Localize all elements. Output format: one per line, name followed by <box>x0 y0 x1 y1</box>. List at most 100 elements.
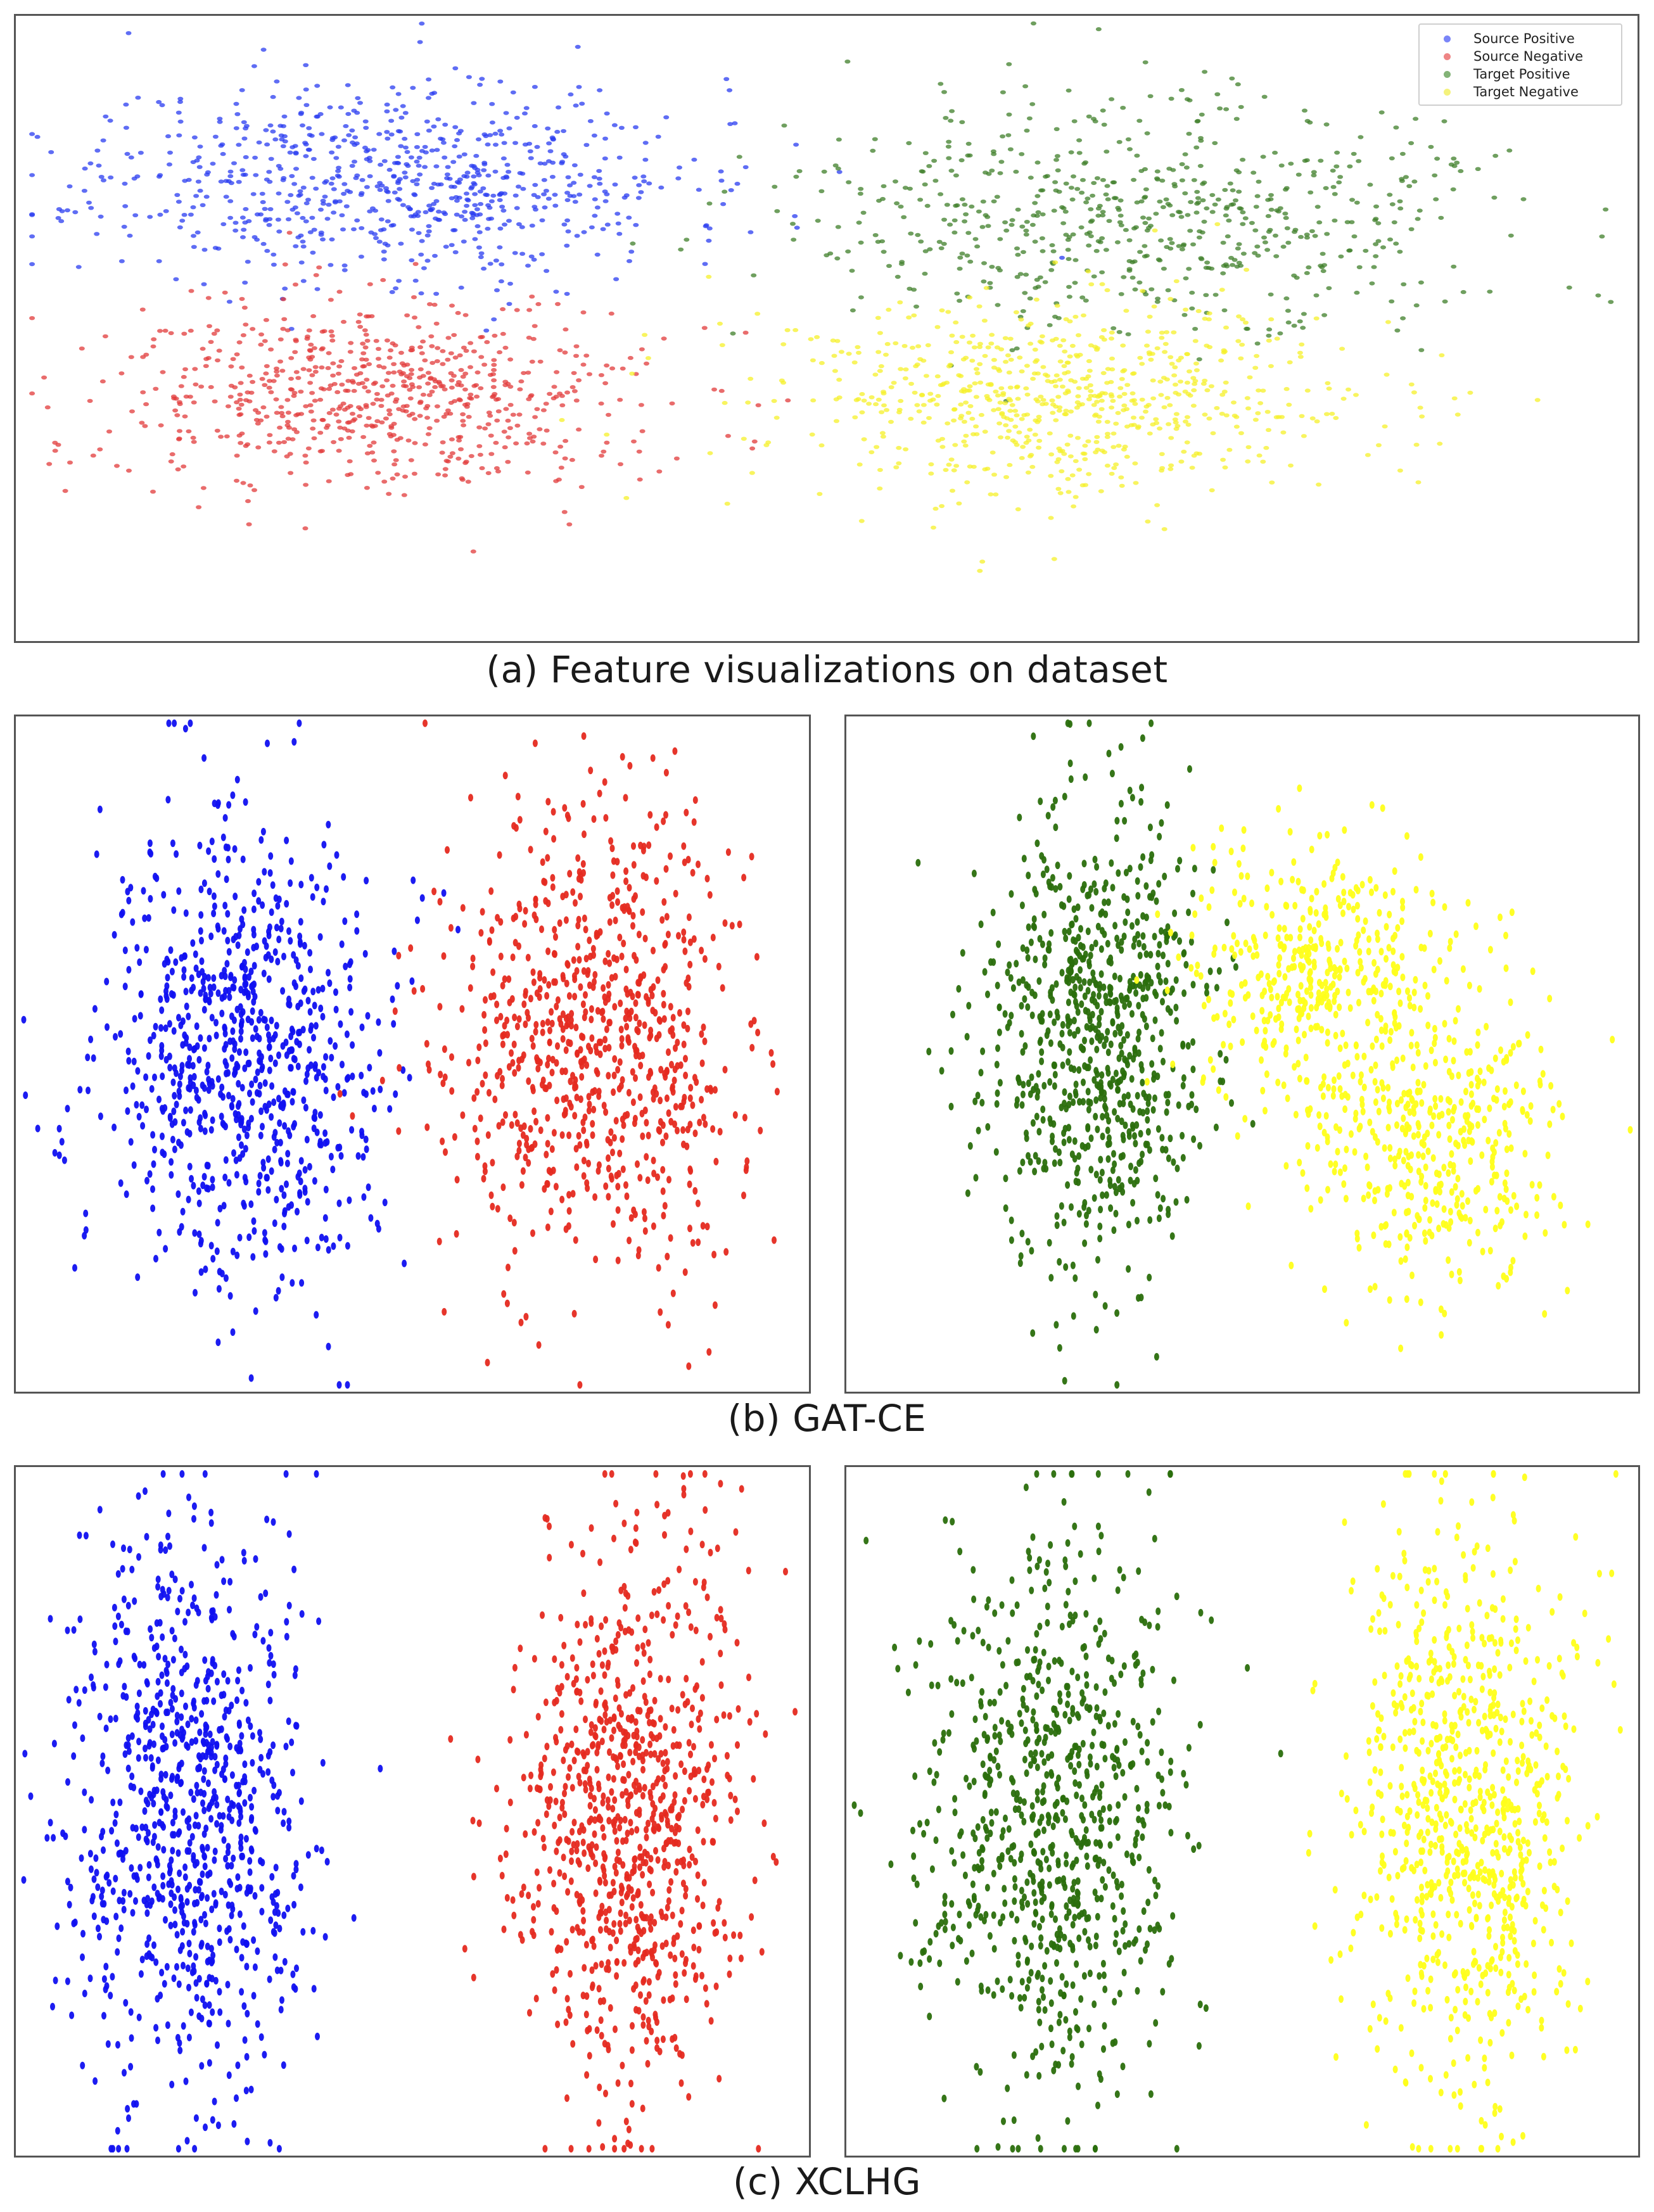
scatter-point <box>1146 216 1152 221</box>
scatter-point <box>297 1189 303 1197</box>
scatter-point <box>1041 1082 1047 1090</box>
scatter-point <box>593 1255 599 1264</box>
scatter-point <box>673 456 680 461</box>
scatter-point <box>449 1087 455 1095</box>
scatter-point <box>830 338 836 343</box>
scatter-point <box>1134 1121 1140 1129</box>
scatter-point <box>189 1174 194 1183</box>
scatter-point <box>1100 178 1106 182</box>
scatter-point <box>245 499 251 504</box>
scatter-point <box>1221 390 1228 394</box>
scatter-point <box>902 186 908 190</box>
scatter-point <box>472 166 478 170</box>
scatter-point <box>1397 199 1403 203</box>
scatter-point <box>1323 186 1329 191</box>
scatter-point <box>322 181 328 185</box>
scatter-point <box>1433 197 1439 201</box>
scatter-point <box>1048 516 1054 520</box>
scatter-point <box>507 403 514 407</box>
scatter-point <box>1066 1136 1072 1144</box>
scatter-point <box>252 155 258 160</box>
scatter-point <box>191 1072 197 1081</box>
scatter-point <box>330 373 336 378</box>
scatter-point <box>1190 404 1197 408</box>
scatter-point <box>345 189 351 193</box>
scatter-point <box>360 341 366 346</box>
scatter-point <box>163 987 169 995</box>
scatter-point <box>552 203 559 208</box>
scatter-point <box>1287 360 1293 365</box>
scatter-point <box>410 179 416 184</box>
scatter-point <box>642 1214 647 1223</box>
scatter-point <box>835 166 841 171</box>
scatter-point <box>1371 265 1377 269</box>
scatter-point <box>135 1067 141 1075</box>
scatter-point <box>311 436 317 441</box>
scatter-point <box>240 235 246 239</box>
scatter-point <box>336 371 341 376</box>
scatter-point <box>425 381 431 386</box>
scatter-point <box>466 1058 471 1067</box>
scatter-point <box>952 443 958 447</box>
scatter-point <box>946 156 952 160</box>
scatter-point <box>914 403 920 407</box>
scatter-point <box>1117 386 1124 390</box>
scatter-point <box>533 1020 539 1029</box>
scatter-point <box>104 977 110 986</box>
scatter-point <box>1147 1216 1153 1224</box>
scatter-point <box>1053 980 1059 988</box>
scatter-point <box>177 119 184 124</box>
scatter-point <box>964 1033 970 1041</box>
scatter-point <box>364 185 370 189</box>
scatter-point <box>220 222 227 227</box>
scatter-point <box>1014 346 1020 351</box>
scatter-point <box>1176 358 1182 363</box>
scatter-point <box>745 400 751 405</box>
scatter-point <box>1035 210 1041 215</box>
scatter-point <box>267 123 274 128</box>
scatter-point <box>1031 1086 1036 1094</box>
scatter-point <box>276 1051 281 1059</box>
scatter-point <box>303 87 309 92</box>
scatter-point <box>328 298 334 302</box>
scatter-point <box>175 110 182 115</box>
scatter-point <box>422 358 428 363</box>
scatter-point <box>539 925 544 933</box>
scatter-point <box>636 183 642 188</box>
scatter-point <box>818 443 825 448</box>
scatter-point <box>1219 288 1225 292</box>
scatter-point <box>1027 1158 1033 1166</box>
scatter-point <box>1126 1091 1131 1100</box>
scatter-point <box>594 205 601 210</box>
scatter-point <box>353 175 359 181</box>
scatter-point <box>1394 328 1401 333</box>
scatter-point <box>195 179 201 184</box>
scatter-point <box>200 346 206 351</box>
scatter-point <box>1295 172 1302 177</box>
scatter-point <box>1438 215 1444 220</box>
scatter-point <box>304 1236 310 1245</box>
scatter-point <box>572 1112 578 1120</box>
scatter-point <box>891 381 897 385</box>
scatter-point <box>531 911 537 919</box>
scatter-point <box>459 1005 465 1013</box>
scatter-point <box>577 1381 583 1389</box>
scatter-point <box>386 371 391 375</box>
scatter-point <box>1182 191 1188 196</box>
scatter-point <box>228 364 234 369</box>
scatter-point <box>273 1294 279 1302</box>
scatter-point <box>1072 937 1078 945</box>
scatter-point <box>592 970 598 979</box>
scatter-point <box>251 931 257 939</box>
scatter-point <box>604 440 610 445</box>
scatter-point <box>1171 373 1178 378</box>
scatter-point <box>1067 1092 1072 1100</box>
scatter-point <box>1034 160 1041 165</box>
scatter-point <box>492 131 499 136</box>
scatter-point <box>485 173 492 178</box>
scatter-point <box>1086 369 1093 373</box>
scatter-point <box>793 174 799 179</box>
scatter-point <box>276 1095 281 1103</box>
scatter-point <box>267 869 273 877</box>
scatter-point <box>197 144 203 149</box>
